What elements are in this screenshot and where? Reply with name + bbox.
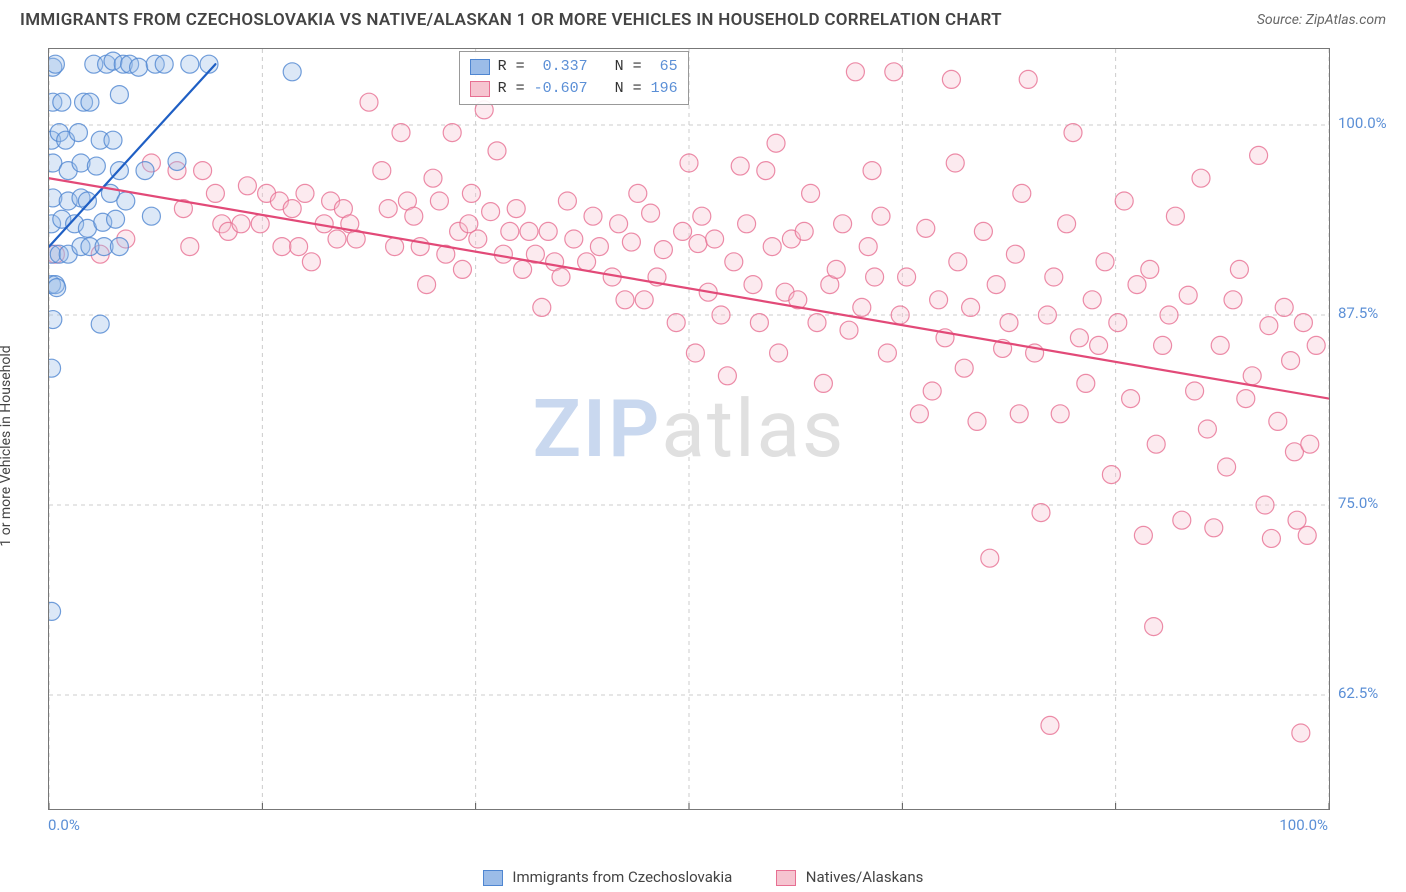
title-bar: IMMIGRANTS FROM CZECHOSLOVAKIA VS NATIVE… [20,10,1386,30]
chart-title: IMMIGRANTS FROM CZECHOSLOVAKIA VS NATIVE… [20,10,1002,30]
stats-swatch [470,81,490,97]
y-axis-label: 1 or more Vehicles in Household [0,345,14,546]
y-tick-label: 75.0% [1338,494,1378,512]
scatter-plot: ZIPatlas R = 0.337 N = 65R = -0.607 N = … [48,48,1330,810]
stats-row: R = -0.607 N = 196 [470,78,678,100]
legend-label-b: Natives/Alaskans [806,868,924,886]
y-tick-label: 87.5% [1338,304,1378,322]
stats-row: R = 0.337 N = 65 [470,56,678,78]
stats-text: R = 0.337 N = 65 [498,56,678,78]
y-tick-label: 62.5% [1338,684,1378,702]
legend-label-a: Immigrants from Czechoslovakia [512,868,732,886]
stats-swatch [470,59,490,75]
y-tick-label: 100.0% [1338,114,1387,132]
legend-item-series-b: Natives/Alaskans [776,868,923,886]
bottom-legend: Immigrants from Czechoslovakia Natives/A… [0,867,1406,886]
source-attribution: Source: ZipAtlas.com [1257,12,1386,28]
plot-svg [49,49,1329,809]
legend-swatch-b [776,870,796,886]
legend-swatch-a [483,870,503,886]
x-axis-max-label: 100.0% [1279,816,1328,834]
correlation-stats-box: R = 0.337 N = 65R = -0.607 N = 196 [459,51,689,105]
x-axis-min-label: 0.0% [48,816,80,834]
stats-text: R = -0.607 N = 196 [498,78,678,100]
legend-item-series-a: Immigrants from Czechoslovakia [483,868,733,886]
